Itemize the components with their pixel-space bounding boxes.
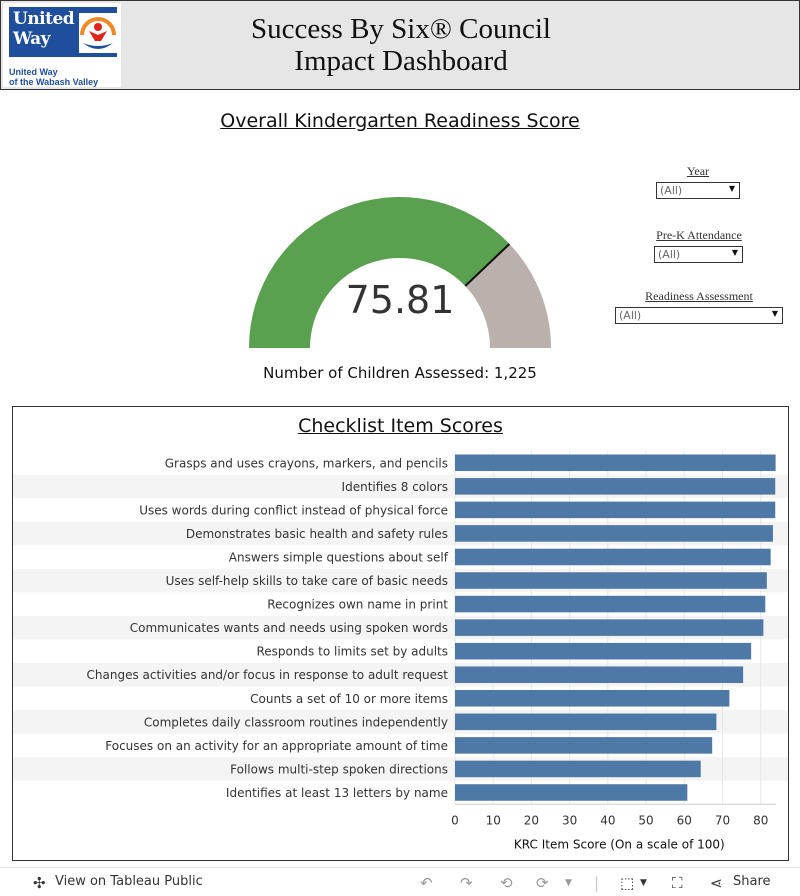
prek-dropdown-value: (All) xyxy=(658,248,681,261)
x-tick-label: 60 xyxy=(677,813,692,827)
category-label: Focuses on an activity for an appropriat… xyxy=(105,739,448,753)
category-label: Communicates wants and needs using spoke… xyxy=(130,621,448,635)
category-label: Identifies 8 colors xyxy=(342,480,448,494)
category-label: Recognizes own name in print xyxy=(267,598,448,612)
share-icon[interactable]: ⋖ xyxy=(710,874,723,892)
category-label: Responds to limits set by adults xyxy=(256,645,448,659)
readiness-dropdown-value: (All) xyxy=(619,309,642,322)
category-label: Answers simple questions about self xyxy=(229,550,449,564)
category-label: Counts a set of 10 or more items xyxy=(250,692,448,706)
chart-title: Checklist Item Scores xyxy=(298,415,503,437)
revert-icon[interactable]: ⟲ xyxy=(500,874,513,892)
refresh-icon[interactable]: ⟳ xyxy=(536,874,549,892)
category-label: Identifies at least 13 letters by name xyxy=(226,786,448,800)
gauge-marker xyxy=(464,243,511,287)
category-label: Grasps and uses crayons, markers, and pe… xyxy=(165,456,448,470)
category-label: Demonstrates basic health and safety rul… xyxy=(186,527,448,541)
category-label: Follows multi-step spoken directions xyxy=(230,762,448,776)
dashboard-header: United Way United Way of the Wabash Vall… xyxy=(0,0,800,90)
category-label: Completes daily classroom routines indep… xyxy=(144,715,448,729)
readiness-gauge[interactable] xyxy=(249,180,551,352)
tableau-footer: ✣ View on Tableau Public ↶ ↷ ⟲ ⟳ ▼ | ⬚ ▼… xyxy=(0,867,800,896)
filter-label-year: Year xyxy=(686,164,710,178)
bar[interactable] xyxy=(455,619,764,636)
checklist-bar-chart[interactable]: Grasps and uses crayons, markers, and pe… xyxy=(13,407,788,860)
logo-subtitle: United Way of the Wabash Valley xyxy=(9,67,98,87)
redo-icon[interactable]: ↷ xyxy=(460,874,473,892)
bar[interactable] xyxy=(455,760,701,778)
toolbar-divider: | xyxy=(594,874,600,892)
page-title-line2: Impact Dashboard xyxy=(294,45,508,77)
x-tick-label: 70 xyxy=(715,813,730,827)
bar[interactable] xyxy=(455,501,776,519)
fullscreen-icon[interactable]: ⛶ xyxy=(672,874,683,892)
x-tick-label: 0 xyxy=(451,813,459,827)
bar[interactable] xyxy=(455,642,752,660)
logo-sub-line1: United Way xyxy=(9,67,58,77)
readiness-assessment-dropdown[interactable]: (All) ▼ xyxy=(615,307,783,324)
year-dropdown[interactable]: (All) ▼ xyxy=(656,182,740,199)
children-assessed-count: Number of Children Assessed: 1,225 xyxy=(263,364,537,382)
logo-sub-line2: of the Wabash Valley xyxy=(9,77,99,87)
bar[interactable] xyxy=(455,572,767,589)
filter-label-prek: Pre-K Attendance xyxy=(656,228,742,242)
x-tick-label: 20 xyxy=(524,813,539,827)
chevron-down-icon[interactable]: ▼ xyxy=(640,878,647,888)
logo-wordmark: United Way xyxy=(13,9,75,49)
bar[interactable] xyxy=(455,478,776,495)
x-tick-label: 30 xyxy=(562,813,577,827)
download-icon[interactable]: ⬚ xyxy=(620,874,635,892)
gauge-value: 75.81 xyxy=(345,278,455,322)
undo-icon[interactable]: ↶ xyxy=(420,874,433,892)
bar[interactable] xyxy=(455,525,773,542)
chevron-down-icon: ▼ xyxy=(728,184,735,193)
logo-line1: United xyxy=(13,9,75,29)
united-way-logo: United Way United Way of the Wabash Vall… xyxy=(3,3,121,87)
filter-label-readiness: Readiness Assessment xyxy=(645,289,753,303)
gauge-filled-arc xyxy=(249,196,510,348)
view-on-tableau-link[interactable]: View on Tableau Public xyxy=(55,874,203,889)
bar[interactable] xyxy=(455,690,730,707)
bar[interactable] xyxy=(455,595,766,613)
bar[interactable] xyxy=(455,737,713,754)
checklist-chart-panel: Checklist Item Scores Grasps and uses cr… xyxy=(12,406,789,861)
gauge-title: Overall Kindergarten Readiness Score xyxy=(220,110,580,132)
chevron-down-icon: ▼ xyxy=(731,248,738,257)
x-axis-label: KRC Item Score (On a scale of 100) xyxy=(514,837,725,851)
x-tick-label: 80 xyxy=(753,813,768,827)
category-label: Uses words during conflict instead of ph… xyxy=(139,503,448,517)
prek-attendance-dropdown[interactable]: (All) ▼ xyxy=(654,246,743,263)
bar[interactable] xyxy=(455,454,776,472)
category-label: Changes activities and/or focus in respo… xyxy=(87,668,449,682)
bar[interactable] xyxy=(455,713,717,731)
logo-line2: Way xyxy=(13,29,51,49)
page-title: Success By Six® Council Impact Dashboard xyxy=(201,13,601,77)
share-button[interactable]: Share xyxy=(733,874,771,889)
chevron-down-icon: ▼ xyxy=(771,309,778,318)
bar[interactable] xyxy=(455,784,688,801)
bar[interactable] xyxy=(455,548,771,566)
tableau-logo-icon: ✣ xyxy=(33,874,46,892)
year-dropdown-value: (All) xyxy=(660,184,683,197)
bar[interactable] xyxy=(455,666,744,683)
category-label: Uses self-help skills to take care of ba… xyxy=(166,574,448,588)
page-title-line1: Success By Six® Council xyxy=(251,13,551,45)
logo-badge: United Way xyxy=(9,7,117,57)
gauge-remainder-arc xyxy=(465,243,551,348)
x-tick-label: 10 xyxy=(486,813,501,827)
helping-hand-icon xyxy=(79,13,117,53)
x-tick-label: 50 xyxy=(638,813,653,827)
chevron-down-icon[interactable]: ▼ xyxy=(565,878,572,888)
x-tick-label: 40 xyxy=(600,813,615,827)
